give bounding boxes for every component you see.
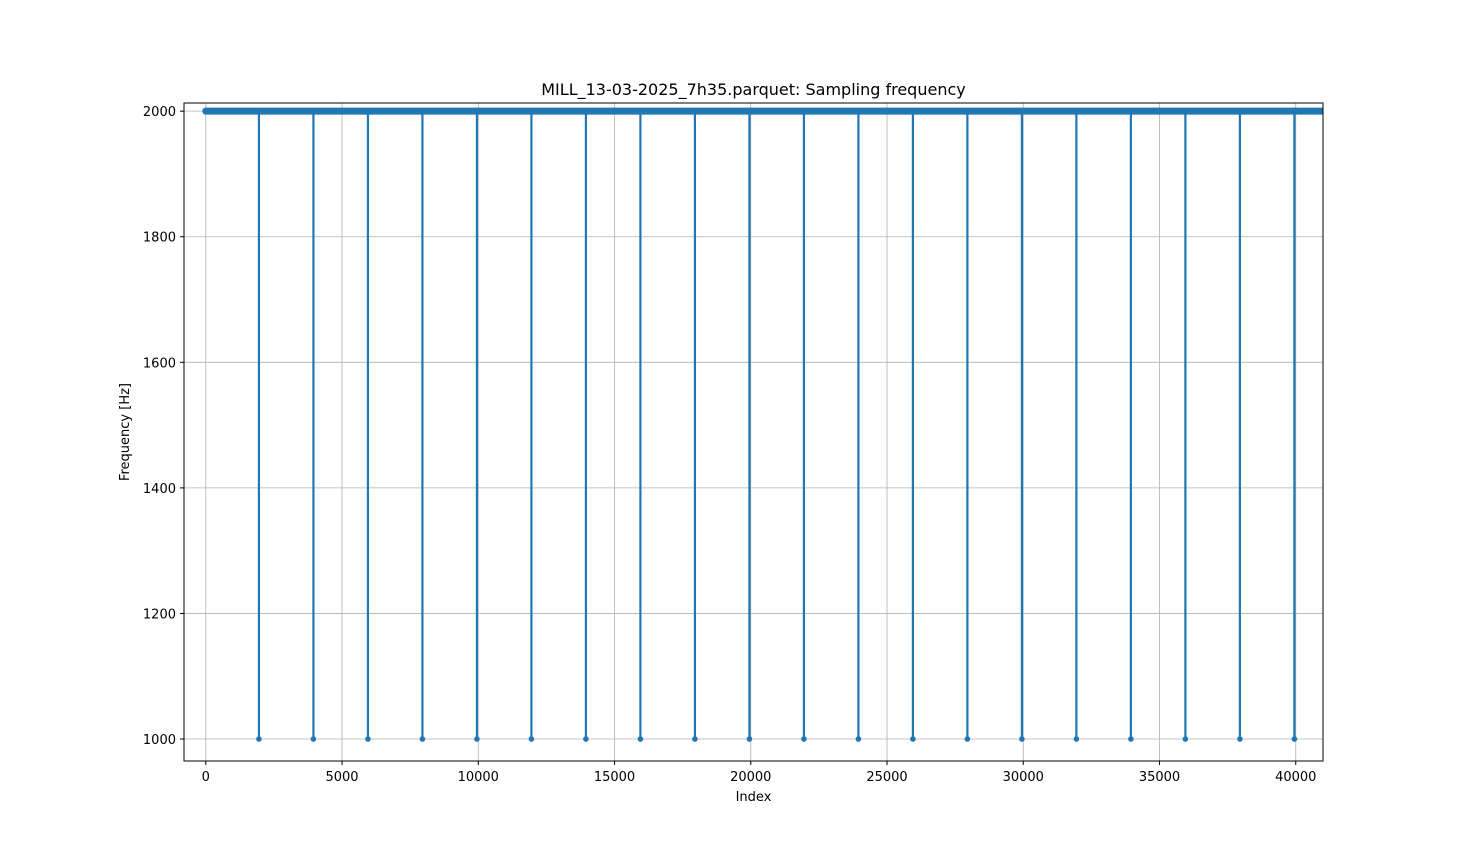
drop-point <box>474 736 480 742</box>
drop-point <box>528 736 535 742</box>
drop-point <box>310 736 317 742</box>
y-tick-label: 1200 <box>143 607 176 622</box>
y-tick-label: 1800 <box>143 231 176 246</box>
drop-point <box>1019 736 1025 742</box>
y-tick-label: 2000 <box>143 105 176 120</box>
drop-point <box>801 736 807 742</box>
drop-point <box>1128 736 1134 742</box>
drop-point <box>746 736 753 742</box>
y-tick-label: 1400 <box>143 482 176 497</box>
drop-point <box>637 736 644 742</box>
drop-point <box>855 736 862 742</box>
x-tick-label: 35000 <box>1139 770 1180 785</box>
x-axis-label: Index <box>736 790 772 805</box>
y-tick-label: 1600 <box>143 356 176 371</box>
drop-point <box>910 736 916 742</box>
x-tick-label: 40000 <box>1275 770 1316 785</box>
x-tick-label: 0 <box>202 770 210 785</box>
y-axis-label: Frequency [Hz] <box>118 383 133 481</box>
drop-point <box>1182 736 1189 742</box>
chart-title: MILL_13-03-2025_7h35.parquet: Sampling f… <box>541 80 965 100</box>
drop-point <box>692 736 698 742</box>
x-tick-label: 30000 <box>1003 770 1044 785</box>
plot-frame <box>183 102 1324 762</box>
drop-point <box>1073 736 1080 742</box>
drop-point <box>964 736 971 742</box>
drop-point <box>256 736 262 742</box>
x-tick-label: 20000 <box>730 770 771 785</box>
x-tick-label: 5000 <box>325 770 358 785</box>
drop-point <box>365 736 371 742</box>
ticks: 0 5000 10000 15000 20000 25000 30000 35000 40000… <box>143 105 1317 785</box>
drop-point <box>1237 736 1243 742</box>
x-tick-label: 10000 <box>458 770 499 785</box>
y-tick-label: 1000 <box>143 733 176 748</box>
drop-point <box>1291 736 1298 742</box>
x-tick-label: 25000 <box>866 770 907 785</box>
drop-point <box>419 736 426 742</box>
drop-point <box>583 736 589 742</box>
x-tick-label: 15000 <box>594 770 635 785</box>
plot-data <box>202 107 1323 742</box>
